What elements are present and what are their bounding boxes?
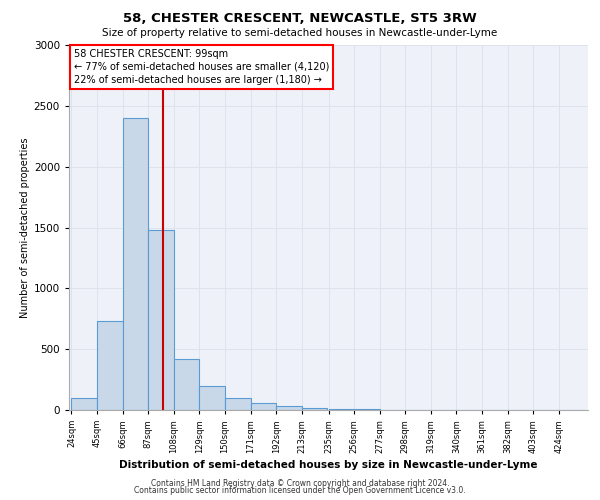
Bar — [97, 321, 122, 410]
Bar — [174, 359, 199, 410]
Y-axis label: Number of semi-detached properties: Number of semi-detached properties — [20, 137, 29, 318]
Text: Contains HM Land Registry data © Crown copyright and database right 2024.: Contains HM Land Registry data © Crown c… — [151, 478, 449, 488]
Bar — [122, 118, 148, 410]
Bar — [302, 408, 327, 410]
Bar — [329, 409, 354, 410]
Text: Contains public sector information licensed under the Open Government Licence v3: Contains public sector information licen… — [134, 486, 466, 495]
Text: 58, CHESTER CRESCENT, NEWCASTLE, ST5 3RW: 58, CHESTER CRESCENT, NEWCASTLE, ST5 3RW — [123, 12, 477, 26]
Bar — [276, 406, 302, 410]
Bar — [225, 398, 251, 410]
Text: 58 CHESTER CRESCENT: 99sqm
← 77% of semi-detached houses are smaller (4,120)
22%: 58 CHESTER CRESCENT: 99sqm ← 77% of semi… — [74, 48, 329, 85]
Bar — [251, 402, 276, 410]
X-axis label: Distribution of semi-detached houses by size in Newcastle-under-Lyme: Distribution of semi-detached houses by … — [119, 460, 538, 470]
Bar — [148, 230, 174, 410]
Text: Size of property relative to semi-detached houses in Newcastle-under-Lyme: Size of property relative to semi-detach… — [103, 28, 497, 38]
Bar — [199, 386, 225, 410]
Bar — [71, 398, 97, 410]
